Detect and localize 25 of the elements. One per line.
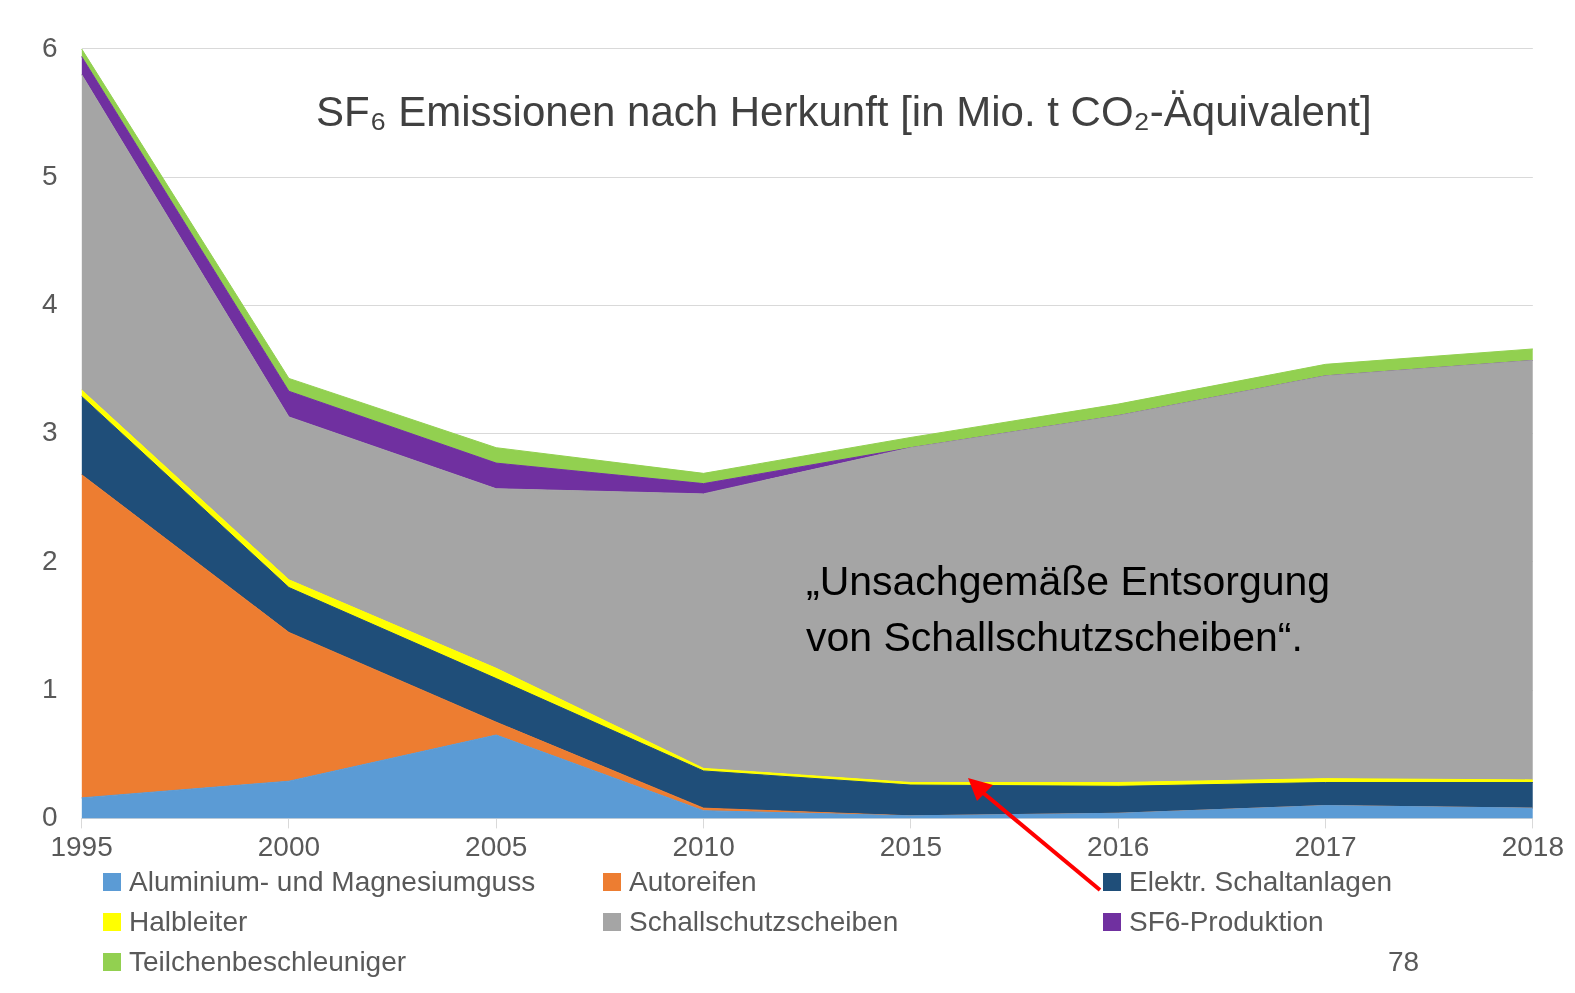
x-tick-label: 2010	[672, 830, 735, 862]
x-tick-label: 2017	[1294, 830, 1357, 862]
legend-label: Aluminium- und Magnesiumguss	[128, 866, 537, 898]
y-tick-label: 0	[41, 801, 58, 833]
legend-label: Autoreifen	[628, 866, 758, 898]
legend-label: Elektr. Schaltanlagen	[1128, 866, 1394, 898]
y-tick-label: 6	[41, 31, 58, 63]
legend-label: SF6-Produktion	[1128, 906, 1325, 938]
annotation: „Unsachgemäße Entsorgung von Schallschutzscheiben“.	[806, 557, 1332, 662]
legend-label: Halbleiter	[128, 906, 249, 938]
x-tick-label: 2016	[1087, 830, 1150, 862]
y-tick-label: 5	[41, 159, 58, 191]
y-tick-label: 3	[41, 416, 58, 448]
x-tick-label: 2018	[1501, 830, 1564, 862]
x-tick-label: 2000	[257, 830, 321, 862]
x-tick-label: 2005	[465, 830, 528, 862]
text: SF₆ Emissionen nach Herkunft [in Mio. t CO₂-Äquivalent]	[316, 88, 1372, 136]
x-tick-label: 1995	[50, 830, 113, 862]
y-tick-label: 4	[41, 288, 58, 320]
y-tick-label: 2	[41, 544, 58, 576]
x-tick-label: 2015	[879, 830, 943, 862]
text: 78	[1388, 946, 1420, 978]
legend-label: Teilchenbeschleuniger	[128, 946, 408, 978]
legend-label: Schallschutzscheiben	[628, 906, 900, 938]
y-tick-label: 1	[41, 672, 58, 704]
